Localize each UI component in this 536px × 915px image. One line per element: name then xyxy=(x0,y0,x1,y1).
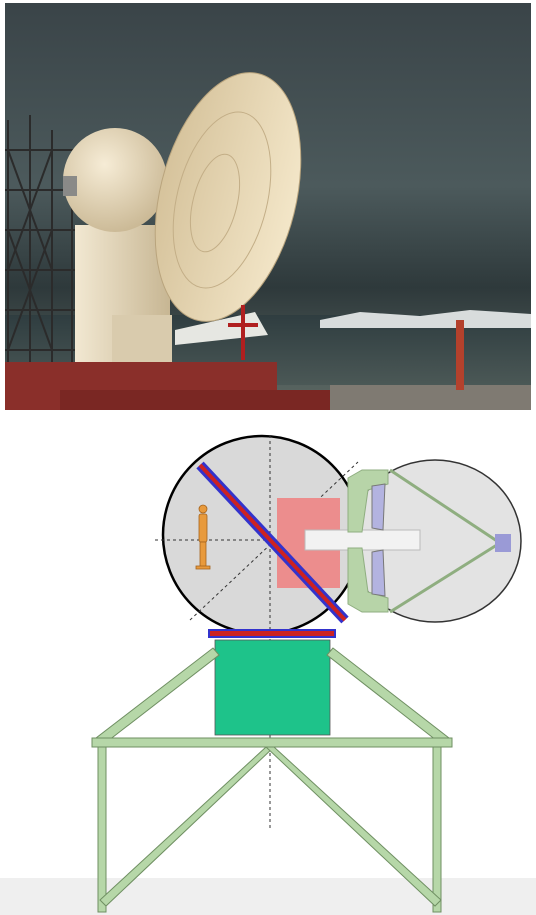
dish-panels xyxy=(172,111,272,289)
container-2 xyxy=(60,390,330,410)
ring-red xyxy=(210,631,334,636)
radome xyxy=(63,128,167,232)
frame xyxy=(91,647,453,913)
tower xyxy=(214,639,331,736)
floor xyxy=(0,878,536,915)
shore xyxy=(330,385,531,410)
dish xyxy=(154,72,302,322)
ice xyxy=(320,310,531,328)
person xyxy=(195,504,211,570)
hatch xyxy=(63,176,77,196)
mirror-top xyxy=(371,483,386,531)
secondary xyxy=(495,534,511,552)
shaft xyxy=(304,529,421,551)
scaffold xyxy=(5,115,75,370)
window-red xyxy=(198,463,347,622)
pedestal-box xyxy=(112,315,172,367)
mirror-bottom xyxy=(371,549,386,597)
photo xyxy=(5,3,531,410)
marker xyxy=(456,320,464,390)
